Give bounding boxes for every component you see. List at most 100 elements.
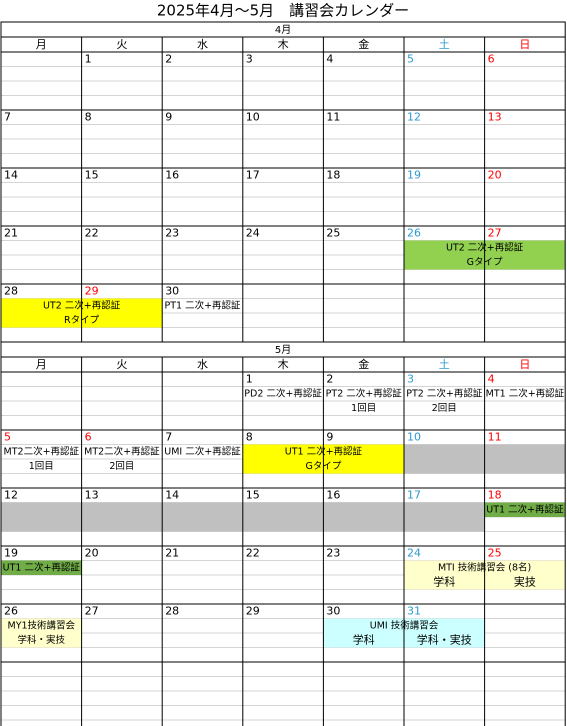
month-label: 5月 [275,344,291,356]
day-number: 6 [488,53,495,66]
day-number: 7 [4,111,11,124]
event-note: 学科 [433,574,455,588]
weekday-label: 木 [278,358,289,371]
day-number: 28 [165,605,179,618]
day-number: 11 [326,111,340,124]
day-number: 27 [85,605,99,618]
day-number: 24 [246,227,260,240]
day-number: 18 [326,169,340,182]
event-text: 2回目 [109,461,134,472]
day-number: 6 [85,431,92,444]
day-number: 30 [165,285,179,298]
event-text: PT2 二次+再認証 [326,387,403,399]
day-number: 19 [4,547,18,560]
event-text: MT2二次+再認証 [84,445,160,457]
event-text: PT1 二次+再認証 [164,299,241,311]
day-number: 29 [246,605,260,618]
day-number: 29 [85,285,99,298]
day-number: 14 [165,489,179,502]
day-number: 12 [407,111,421,124]
weekday-label: 金 [358,357,369,371]
day-number: 11 [488,431,502,444]
day-number: 30 [326,605,340,618]
weekday-label: 火 [116,38,127,51]
day-number: 26 [407,227,421,240]
day-number: 4 [326,53,333,66]
event-text: MTI 技術講習会 (8名) [438,561,531,573]
day-number: 3 [246,53,253,66]
event-text: PD2 二次+再認証 [244,387,322,399]
event-text: UT2 二次+再認証 [43,299,121,311]
day-number: 26 [4,605,18,618]
day-number: 15 [85,169,99,182]
day-number: 19 [407,169,421,182]
day-number: 9 [165,111,172,124]
day-number: 15 [246,489,260,502]
event-note: 学科・実技 [417,632,472,646]
event-text: UT2 二次+再認証 [446,241,524,253]
event-note: 実技 [514,574,536,588]
event-text: UMI 二次+再認証 [164,445,241,457]
day-number: 8 [85,111,92,124]
event-text: 1回目 [351,403,376,414]
day-number: 16 [165,169,179,182]
day-number: 12 [4,489,18,502]
weekday-label: 木 [278,38,289,51]
day-number: 2 [165,53,172,66]
event-note: 学科 [353,632,375,646]
day-number: 20 [488,169,502,182]
day-number: 28 [4,285,18,298]
day-number: 16 [326,489,340,502]
day-number: 3 [407,373,414,386]
day-number: 17 [407,489,421,502]
day-number: 27 [488,227,502,240]
month-label: 4月 [275,24,291,36]
day-number: 13 [488,111,502,124]
weekday-label: 土 [439,358,450,371]
day-number: 5 [4,431,11,444]
weekday-label: 水 [197,38,208,51]
day-number: 25 [326,227,340,240]
day-number: 10 [407,431,421,444]
day-number: 9 [326,431,333,444]
event-fill [1,618,82,648]
event-text: UT1 二次+再認証 [486,503,564,515]
day-number: 23 [165,227,179,240]
day-number: 13 [85,489,99,502]
weekday-label: 火 [116,358,127,371]
day-number: 25 [488,547,502,560]
day-number: 17 [246,169,260,182]
day-number: 31 [407,605,421,618]
event-text: MT1 二次+再認証 [486,387,565,399]
day-number: 5 [407,53,414,66]
day-number: 1 [246,373,253,386]
event-text: Gタイプ [467,257,503,268]
event-fill [484,502,566,517]
event-text: MY1技術講習会 [8,619,76,631]
event-text: UT1 二次+再認証 [285,445,363,457]
event-text: Rタイプ [64,315,100,326]
day-number: 23 [326,547,340,560]
event-text: UT1 二次+再認証 [3,561,81,573]
day-number: 10 [246,111,260,124]
event-text: PT2 二次+再認証 [406,387,483,399]
weekday-label: 月 [36,358,47,371]
event-fill [1,560,82,575]
weekday-label: 土 [439,38,450,51]
day-number: 14 [4,169,18,182]
day-number: 8 [246,431,253,444]
day-number: 20 [85,547,99,560]
calendar-title: 2025年4月～5月 講習会カレンダー [157,2,409,20]
day-number: 7 [165,431,172,444]
event-text: MT2二次+再認証 [4,445,80,457]
weekday-label: 月 [36,38,47,51]
event-text: Gタイプ [305,461,341,472]
day-number: 4 [488,373,495,386]
day-number: 18 [488,489,502,502]
event-text: 1回目 [29,461,54,472]
event-text: 学科・実技 [18,634,66,646]
day-number: 22 [246,547,260,560]
day-number: 2 [326,373,333,386]
